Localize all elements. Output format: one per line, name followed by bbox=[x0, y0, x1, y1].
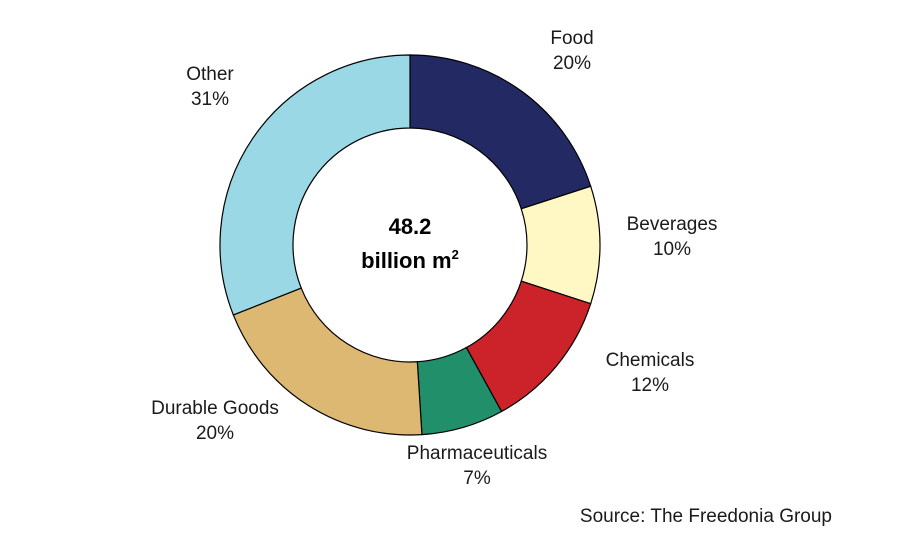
slice-other bbox=[219, 54, 411, 316]
slice-label-pharmaceuticals: Pharmaceuticals bbox=[407, 443, 547, 464]
center-total-value: 48.2 bbox=[389, 214, 432, 239]
slice-label-other: Other bbox=[186, 64, 234, 85]
slice-label-food: Food bbox=[550, 28, 593, 49]
donut-slices bbox=[219, 54, 601, 436]
slice-label-beverages: Beverages bbox=[627, 214, 718, 235]
slice-food bbox=[409, 54, 592, 210]
slice-percent-pharmaceuticals: 7% bbox=[463, 468, 491, 489]
source-note: Source: The Freedonia Group bbox=[580, 506, 832, 527]
slice-percent-chemicals: 12% bbox=[631, 375, 669, 396]
slice-percent-other: 31% bbox=[191, 89, 229, 110]
slice-label-durable-goods: Durable Goods bbox=[151, 398, 279, 419]
slice-percent-beverages: 10% bbox=[653, 239, 691, 260]
slice-labels: Food 20% Beverages 10% Chemicals 12% Pharmaceu… bbox=[151, 28, 717, 489]
slice-percent-food: 20% bbox=[553, 53, 591, 74]
slice-label-chemicals: Chemicals bbox=[606, 350, 695, 371]
center-unit-superscript: 2 bbox=[452, 247, 459, 262]
center-unit-text: billion m bbox=[361, 248, 451, 273]
slice-percent-durable-goods: 20% bbox=[196, 423, 234, 444]
center-total-unit: billion m2 bbox=[361, 247, 459, 273]
